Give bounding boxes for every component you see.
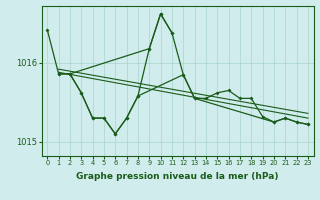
X-axis label: Graphe pression niveau de la mer (hPa): Graphe pression niveau de la mer (hPa) — [76, 172, 279, 181]
